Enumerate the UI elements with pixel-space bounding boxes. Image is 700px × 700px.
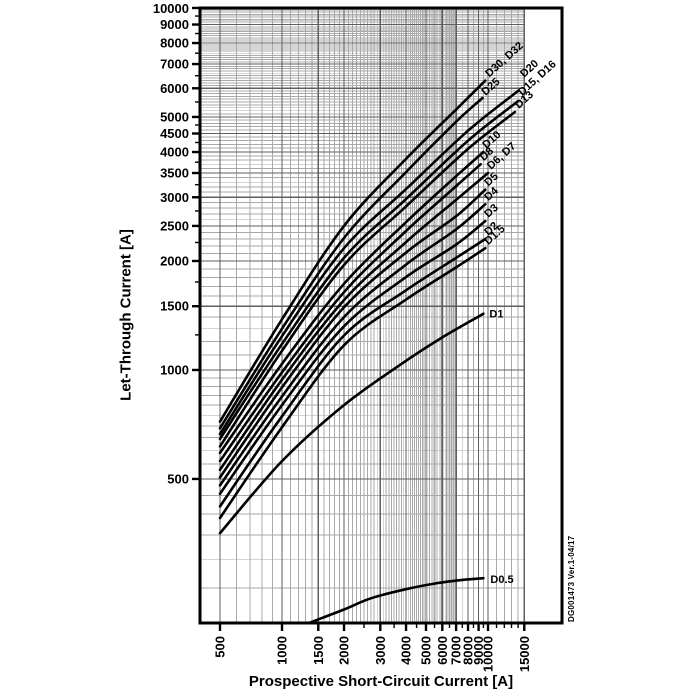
x-tick-labels: 500 1000 1500 2000 3000 4000 5000 6000700080009… — [213, 636, 532, 672]
y-tick-label: 4000 — [160, 145, 189, 160]
grid-major-lines — [200, 7, 525, 623]
x-axis-title: Prospective Short-Circuit Current [A] — [248, 673, 514, 690]
y-tick-label: 8000 — [160, 36, 189, 51]
x-tick-label: 3000 — [373, 636, 388, 665]
x-tick-label: 2000 — [337, 636, 352, 665]
curve-D1 — [218, 312, 485, 535]
curve-D5 — [218, 188, 487, 479]
grid-minor-lines — [199, 7, 525, 623]
x-tick-label: 6000 — [435, 636, 450, 665]
curve-label-D25: D25 — [479, 76, 502, 98]
y-tick-labels: 500 1000 1500 2000 2500 3000 3500 4000 4500 5000 6… — [153, 1, 189, 486]
x-tick-label: 1000 — [275, 636, 290, 665]
x-tick-label: 5000 — [419, 636, 434, 665]
y-tick-label: 7000 — [160, 57, 189, 72]
y-tick-label: 1500 — [160, 299, 189, 314]
curve-D25 — [218, 96, 484, 430]
y-axis-title: Let-Through Current [A] — [117, 229, 135, 401]
y-tick-label: 6000 — [160, 81, 189, 96]
y-tick-label: 10000 — [153, 1, 189, 16]
curve-D2 — [218, 237, 487, 508]
curve-D10 — [218, 150, 485, 455]
y-tick-label: 500 — [167, 471, 189, 486]
curve-D0.5 — [307, 576, 485, 625]
axis-ticks — [192, 6, 526, 631]
y-tick-label: 3000 — [160, 190, 189, 205]
curve-D1.5 — [218, 246, 487, 520]
curve-D8 — [218, 163, 482, 463]
curve-D20 — [218, 89, 520, 436]
x-tick-label: 1500 — [311, 636, 326, 665]
curve-D6-D7 — [218, 171, 490, 472]
x-tick-label: 9000 — [471, 636, 486, 665]
x-tick-label: 8000 — [461, 636, 476, 665]
curves — [218, 79, 520, 625]
curve-D15-D16 — [218, 99, 520, 441]
x-tick-label: 7000 — [449, 636, 464, 665]
y-tick-label: 2500 — [160, 218, 189, 233]
curve-D30-D32 — [218, 79, 487, 423]
y-tick-label: 2000 — [160, 254, 189, 269]
curve-label-D0.5: D0.5 — [490, 574, 513, 586]
y-tick-label: 3500 — [160, 166, 189, 181]
x-tick-label: 10000 — [481, 636, 496, 672]
document-number: DG001473 Ver.1-04/17 — [567, 535, 576, 622]
curve-D3 — [218, 219, 487, 496]
curve-D4 — [218, 202, 487, 487]
x-tick-label: 500 — [213, 636, 228, 658]
y-tick-label: 5000 — [160, 109, 189, 124]
curve-D13 — [218, 110, 517, 448]
y-tick-label: 4500 — [160, 126, 189, 141]
y-tick-label: 9000 — [160, 17, 189, 32]
x-tick-label: 15000 — [517, 636, 532, 672]
x-tick-label: 4000 — [399, 636, 414, 665]
y-tick-label: 1000 — [160, 362, 189, 377]
curve-label-D1: D1 — [489, 309, 503, 321]
